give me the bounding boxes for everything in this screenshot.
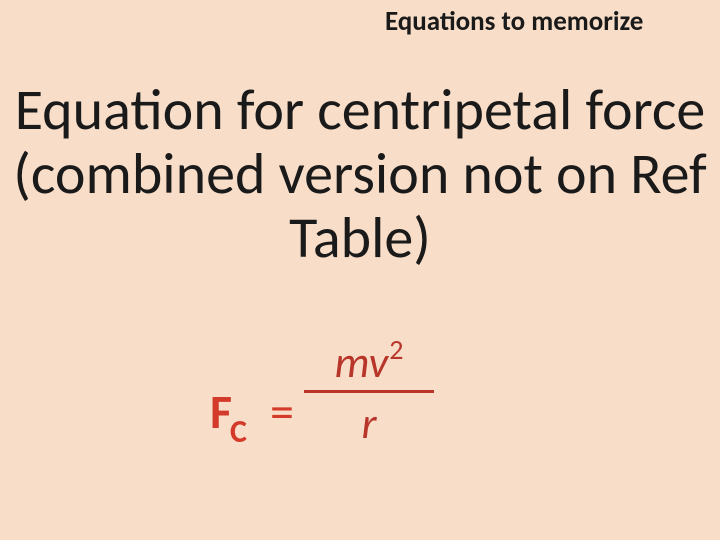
lhs-subscript: C (230, 412, 247, 451)
fraction-denominator: r (304, 393, 434, 445)
lhs-base: F (210, 382, 232, 441)
header-label: Equations to memorize (385, 6, 645, 37)
equals-sign: = (270, 382, 294, 441)
numerator-exponent: 2 (389, 332, 403, 367)
equation-lhs: FC (210, 382, 247, 441)
numerator-v: v (369, 335, 389, 389)
equation-block: FC = mv2 r (210, 340, 510, 480)
fraction-numerator: mv2 (304, 340, 434, 390)
equation-fraction: mv2 r (304, 340, 434, 445)
slide-title: Equation for centripetal force (combined… (0, 78, 720, 269)
numerator-m: m (335, 335, 369, 389)
